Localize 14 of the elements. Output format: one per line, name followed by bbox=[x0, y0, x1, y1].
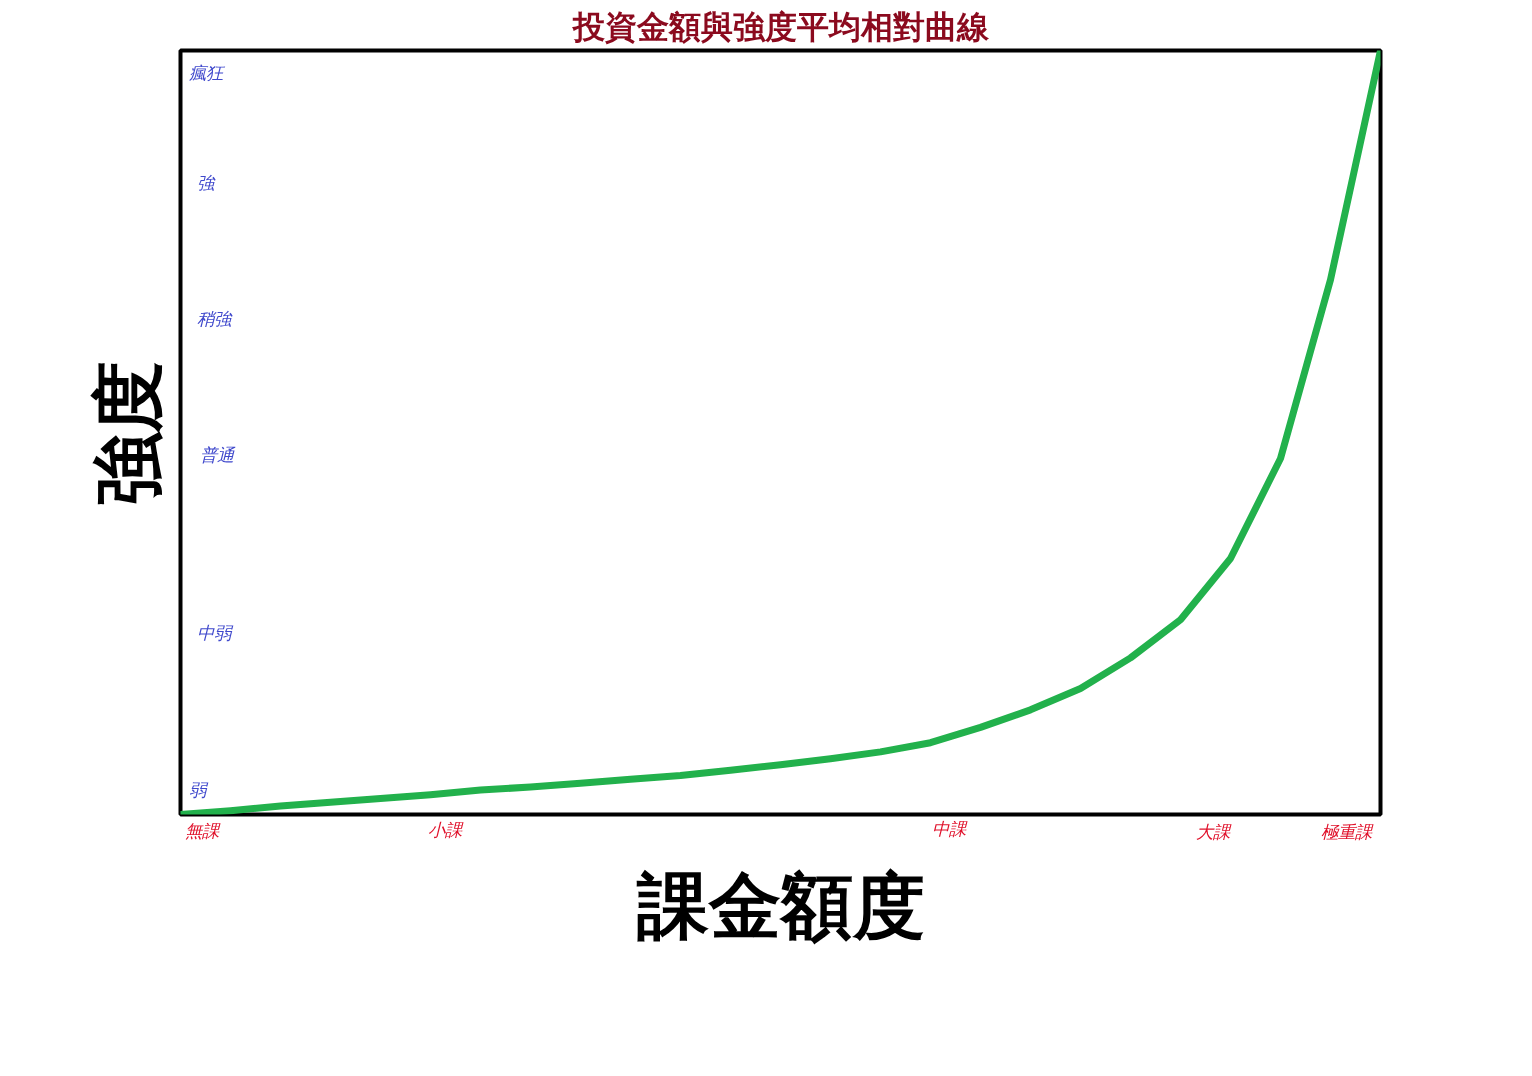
text: 無課 bbox=[185, 820, 222, 841]
text: 小課 bbox=[427, 820, 464, 841]
y-axis-title: 強度 bbox=[85, 360, 170, 505]
annotation: 中弱 bbox=[196, 623, 234, 644]
annotation: 普通 bbox=[200, 444, 237, 465]
chart-title: 投資金額與強度平均相對曲線 bbox=[570, 7, 990, 46]
annotation: 瘋狂 bbox=[189, 63, 227, 84]
annotation: 強 bbox=[196, 173, 216, 194]
text: 中課 bbox=[931, 819, 968, 840]
x-axis-title: 課金額度 bbox=[635, 863, 925, 948]
annotation: 稍強 bbox=[196, 308, 233, 329]
annotation: 弱 bbox=[189, 780, 210, 801]
text: 極重課 bbox=[1321, 821, 1375, 842]
text: 大課 bbox=[1195, 821, 1232, 842]
